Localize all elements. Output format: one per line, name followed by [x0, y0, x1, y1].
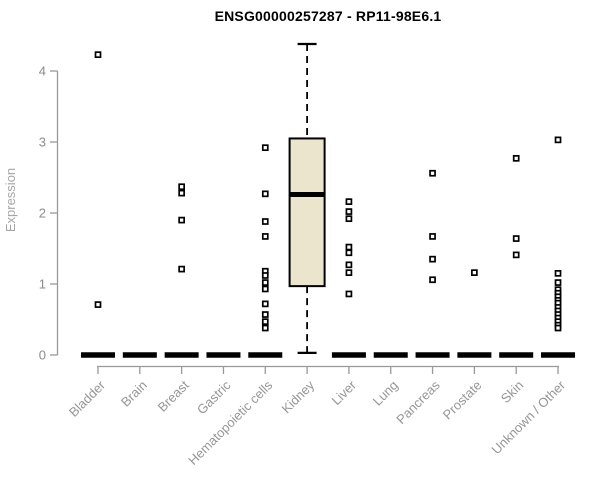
box	[288, 137, 326, 288]
zero-median-bar	[81, 352, 115, 358]
zero-median-bar	[541, 352, 576, 358]
chart-title: ENSG00000257287 - RP11-98E6.1	[214, 8, 442, 24]
x-category-label: Lung	[370, 378, 401, 409]
outlier-point	[94, 301, 102, 308]
outlier-point	[512, 235, 520, 242]
category-group-skin	[499, 154, 534, 358]
category-group-gastric	[206, 352, 241, 358]
outlier-point	[261, 144, 269, 152]
zero-median-bar	[457, 352, 492, 358]
outlier-point	[554, 136, 562, 144]
outlier-point	[429, 233, 436, 240]
x-category-label: Bladder	[66, 377, 109, 420]
outlier-point	[554, 279, 562, 286]
x-category-label: Brain	[118, 378, 150, 410]
outlier-point	[94, 51, 102, 59]
outlier-point	[261, 311, 269, 318]
zero-median-bar	[331, 352, 366, 358]
outlier-point	[554, 324, 562, 332]
y-tick-label: 3	[39, 135, 46, 150]
category-group-bladder	[81, 51, 115, 358]
outlier-point	[261, 285, 269, 293]
outlier-point	[178, 265, 185, 273]
y-tick-label: 2	[39, 206, 46, 221]
y-axis: 0 1 2 3 4	[39, 64, 59, 363]
zero-median-bar	[164, 352, 199, 358]
outlier-point	[345, 269, 353, 276]
outlier-point	[261, 190, 269, 198]
x-category-label: Skin	[498, 378, 526, 406]
outlier-point	[345, 290, 353, 298]
y-tick-label: 4	[39, 64, 46, 79]
outlier-point	[178, 183, 185, 191]
outlier-point	[261, 300, 269, 308]
category-group-brain	[122, 352, 157, 358]
outlier-point	[178, 189, 185, 197]
x-category-label: Pancreas	[393, 377, 443, 427]
outlier-point	[345, 198, 353, 205]
category-group-unknown-other	[541, 136, 576, 358]
outlier-point	[261, 279, 269, 286]
outlier-point	[512, 251, 520, 259]
outlier-point	[345, 261, 353, 269]
outlier-point	[345, 249, 353, 257]
category-group-kidney	[288, 42, 326, 354]
outlier-point	[261, 233, 269, 240]
outlier-point	[512, 154, 520, 162]
zero-median-bar	[499, 352, 534, 358]
outlier-point	[261, 218, 269, 225]
category-group-breast	[164, 183, 199, 358]
category-group-liver	[331, 198, 366, 358]
y-tick-label: 0	[39, 348, 46, 363]
category-group-hematopoietic-cells	[248, 144, 283, 358]
outlier-point	[471, 269, 478, 276]
outlier-point	[429, 255, 436, 263]
outlier-point	[261, 324, 269, 332]
zero-median-bar	[248, 352, 283, 358]
zero-median-bar	[206, 352, 241, 358]
outlier-point	[345, 243, 353, 251]
x-category-label: Kidney	[279, 377, 318, 416]
outlier-point	[261, 272, 269, 279]
zero-median-bar	[373, 352, 408, 358]
outlier-point	[554, 270, 562, 277]
outlier-point	[429, 169, 436, 177]
x-category-label: Gastric	[194, 377, 234, 417]
outlier-point	[178, 216, 185, 224]
x-category-label: Liver	[329, 377, 360, 408]
zero-median-bar	[122, 352, 157, 358]
category-group-lung	[373, 352, 408, 358]
category-group-pancreas	[415, 169, 450, 358]
x-category-label: Unknown / Other	[489, 377, 569, 457]
zero-median-bar	[415, 352, 450, 358]
x-category-label: Prostate	[440, 378, 485, 423]
y-tick-label: 1	[39, 277, 46, 292]
outlier-point	[429, 276, 436, 284]
outlier-point	[345, 215, 353, 223]
x-category-label: Breast	[155, 377, 192, 414]
category-group-prostate	[457, 269, 492, 358]
outlier-point	[345, 208, 353, 215]
outlier-point	[261, 318, 269, 325]
